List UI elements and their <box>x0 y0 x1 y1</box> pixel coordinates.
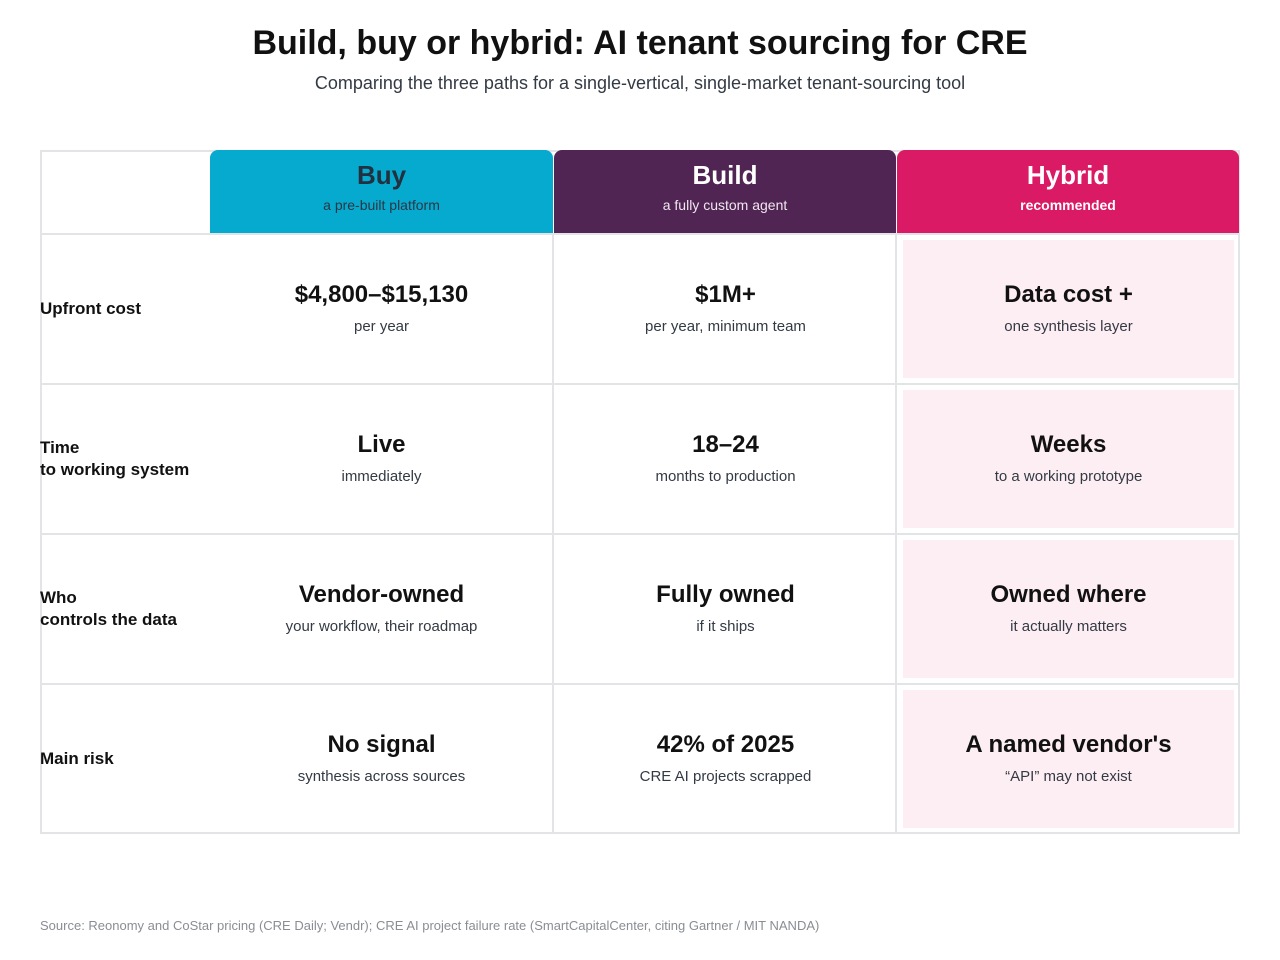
cell-note: to a working prototype <box>994 468 1143 485</box>
cell-note: per year <box>353 318 410 335</box>
column-description: a fully custom agent <box>662 197 788 213</box>
cell-hybrid-time: Weeks to a working prototype <box>897 384 1240 534</box>
page-subtitle: Comparing the three paths for a single-v… <box>314 73 966 93</box>
cell-value: Live <box>357 431 406 458</box>
cell-build-main-risk: 42% of 2025 CRE AI projects scrapped <box>554 684 897 834</box>
cell-note: per year, minimum team <box>645 318 806 335</box>
cell-note: “API” may not exist <box>1005 768 1132 785</box>
column-divider <box>552 234 554 834</box>
column-header-buy: Buy a pre-built platform <box>210 150 553 234</box>
column-name: Buy <box>356 160 407 190</box>
column-name: Build <box>692 160 758 190</box>
cell-note: one synthesis layer <box>1004 318 1133 335</box>
cell-hybrid-main-risk: A named vendor's “API” may not exist <box>897 684 1240 834</box>
cell-buy-main-risk: No signal synthesis across sources <box>210 684 553 834</box>
column-description: recommended <box>1020 197 1116 213</box>
cell-value: $4,800–$15,130 <box>294 281 469 308</box>
column-header-build: Build a fully custom agent <box>554 150 896 234</box>
cell-value: A named vendor's <box>965 731 1172 758</box>
cell-note: it actually matters <box>1010 618 1127 635</box>
source-note: Source: Reonomy and CoStar pricing (CRE … <box>40 918 820 933</box>
row-label-time-to-working-system: Time to working system <box>40 438 190 479</box>
row-divider <box>40 683 1240 685</box>
cell-note: synthesis across sources <box>297 768 466 785</box>
cell-buy-data-control: Vendor-owned your workflow, their roadma… <box>210 534 553 684</box>
row-divider <box>40 533 1240 535</box>
cell-build-upfront-cost: $1M+ per year, minimum team <box>554 234 897 384</box>
row-label-main-risk: Main risk <box>40 749 114 768</box>
cell-note: if it ships <box>696 618 755 635</box>
cell-build-data-control: Fully owned if it ships <box>554 534 897 684</box>
cell-hybrid-data-control: Owned where it actually matters <box>897 534 1240 684</box>
cell-value: $1M+ <box>695 281 756 308</box>
cell-value: Vendor-owned <box>298 581 465 608</box>
row-label-who-controls-the-data: Who controls the data <box>40 588 177 629</box>
row-label-upfront-cost: Upfront cost <box>40 299 142 318</box>
cell-value: Weeks <box>1030 431 1107 458</box>
row-divider <box>40 383 1240 385</box>
cell-buy-upfront-cost: $4,800–$15,130 per year <box>210 234 553 384</box>
column-name: Hybrid <box>1026 160 1110 190</box>
column-divider <box>895 234 897 834</box>
column-description: a pre-built platform <box>323 197 440 213</box>
page-title: Build, buy or hybrid: AI tenant sourcing… <box>252 24 1028 62</box>
cell-value: 18–24 <box>692 431 759 458</box>
cell-note: your workflow, their roadmap <box>285 618 478 635</box>
cell-value: Owned where <box>990 581 1147 608</box>
cell-value: 42% of 2025 <box>656 731 795 758</box>
cell-value: Data cost + <box>1004 281 1133 308</box>
column-header-hybrid: Hybrid recommended <box>897 150 1239 234</box>
cell-note: immediately <box>341 468 422 485</box>
cell-value: Fully owned <box>656 581 795 608</box>
cell-value: No signal <box>327 731 436 758</box>
cell-note: CRE AI projects scrapped <box>639 768 812 785</box>
row-divider <box>40 233 1240 235</box>
cell-buy-time: Live immediately <box>210 384 553 534</box>
cell-note: months to production <box>655 468 796 485</box>
cell-hybrid-upfront-cost: Data cost + one synthesis layer <box>897 234 1240 384</box>
cell-build-time: 18–24 months to production <box>554 384 897 534</box>
